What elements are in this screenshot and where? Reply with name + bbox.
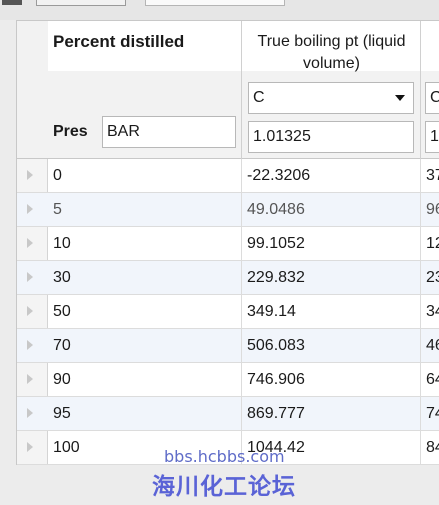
boiling-point-cell[interactable]: 1044.42 (242, 431, 421, 465)
pressure-unit-field[interactable]: BAR (102, 116, 236, 148)
percent-cell[interactable]: 5 (48, 193, 242, 227)
row-selector-icon[interactable] (27, 238, 33, 248)
pressure-label: Pres (53, 123, 88, 140)
boiling-point-cell[interactable]: -22.3206 (242, 159, 421, 193)
true-boiling-pt-title: True boiling pt (liquid volume) (257, 33, 406, 72)
percent-cell[interactable]: 0 (48, 159, 242, 193)
pressure-value-field[interactable]: 1.01325 (248, 121, 414, 153)
row-selector-icon[interactable] (27, 408, 33, 418)
grid-header: Percent distilled Pres BAR True boiling … (17, 21, 439, 159)
next-column-cell[interactable]: 23 (421, 261, 439, 295)
table-row[interactable]: 549.048696 (17, 193, 439, 227)
next-column-cell[interactable]: 46 (421, 329, 439, 363)
boiling-point-cell[interactable]: 99.1052 (242, 227, 421, 261)
percent-distilled-title: Percent distilled (53, 32, 185, 51)
assay-data-grid: Percent distilled Pres BAR True boiling … (16, 20, 439, 465)
top-toolbar-strip (0, 0, 439, 20)
row-selector-icon[interactable] (27, 442, 33, 452)
next-column-cell[interactable]: 74 (421, 397, 439, 431)
row-selector-icon[interactable] (27, 340, 33, 350)
toolbar-field-fragment[interactable] (36, 0, 126, 6)
pressure-unit-value: BAR (107, 123, 140, 140)
grid-body: 0-22.320637549.0486961099.10521230229.83… (17, 159, 439, 465)
temperature-unit-value: C (253, 89, 265, 106)
next-column-header: C 1 (421, 21, 439, 159)
next-unit-select[interactable]: C (425, 82, 439, 114)
boiling-point-cell[interactable]: 49.0486 (242, 193, 421, 227)
toolbar-field-fragment-2[interactable] (145, 0, 285, 6)
percent-cell[interactable]: 50 (48, 295, 242, 329)
percent-cell[interactable]: 100 (48, 431, 242, 465)
next-pressure-value: 1 (430, 128, 439, 145)
boiling-point-cell[interactable]: 229.832 (242, 261, 421, 295)
row-selector-icon[interactable] (27, 374, 33, 384)
next-column-cell[interactable]: 96 (421, 193, 439, 227)
next-column-cell[interactable]: 12 (421, 227, 439, 261)
next-column-cell[interactable]: 37 (421, 159, 439, 193)
percent-cell[interactable]: 30 (48, 261, 242, 295)
row-selector-icon[interactable] (27, 306, 33, 316)
true-boiling-pt-header: True boiling pt (liquid volume) C 1.0132… (242, 21, 421, 159)
boiling-point-cell[interactable]: 506.083 (242, 329, 421, 363)
row-selector-icon[interactable] (27, 272, 33, 282)
percent-cell[interactable]: 70 (48, 329, 242, 363)
next-pressure-field[interactable]: 1 (425, 121, 439, 153)
header-title-band (48, 21, 439, 71)
boiling-point-cell[interactable]: 349.14 (242, 295, 421, 329)
boiling-point-cell[interactable]: 746.906 (242, 363, 421, 397)
next-column-cell[interactable]: 64 (421, 363, 439, 397)
pressure-value: 1.01325 (253, 128, 311, 145)
boiling-point-cell[interactable]: 869.777 (242, 397, 421, 431)
chevron-down-icon (395, 95, 405, 101)
percent-cell[interactable]: 90 (48, 363, 242, 397)
temperature-unit-select[interactable]: C (248, 82, 414, 114)
percent-cell[interactable]: 95 (48, 397, 242, 431)
percent-cell[interactable]: 10 (48, 227, 242, 261)
percent-distilled-header: Percent distilled Pres BAR (48, 21, 242, 159)
next-column-cell[interactable]: 34 (421, 295, 439, 329)
next-column-cell[interactable]: 84 (421, 431, 439, 465)
next-unit-value: C (430, 89, 439, 106)
watermark-name: 海川化工论坛 (152, 474, 296, 500)
row-selector-icon[interactable] (27, 204, 33, 214)
toolbar-fragment (2, 0, 22, 5)
row-selector-icon[interactable] (27, 170, 33, 180)
table-row[interactable]: 0-22.320637 (17, 159, 439, 193)
watermark-url: bbs.hcbbs.com (164, 447, 285, 466)
